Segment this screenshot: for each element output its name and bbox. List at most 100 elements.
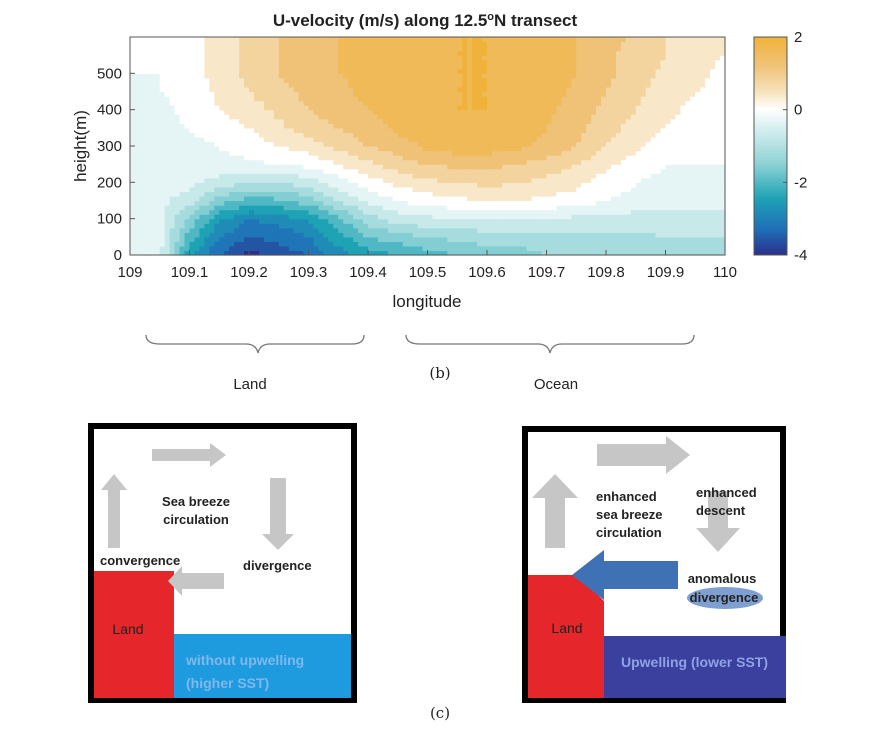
contour-cell bbox=[412, 223, 419, 229]
contour-cell bbox=[655, 146, 662, 152]
contour-cell bbox=[194, 214, 201, 220]
contour-cell bbox=[586, 164, 592, 170]
contour-cell bbox=[407, 155, 414, 161]
contour-cell bbox=[214, 96, 220, 102]
contour-cell bbox=[467, 73, 473, 79]
contour-cell bbox=[318, 182, 324, 188]
contour-cell bbox=[615, 159, 622, 165]
contour-cell bbox=[482, 191, 488, 197]
contour-cell bbox=[258, 73, 265, 79]
contour-cell bbox=[541, 214, 548, 220]
contour-cell bbox=[328, 200, 334, 206]
contour-cell bbox=[134, 82, 141, 88]
contour-cell bbox=[402, 146, 409, 152]
contour-cell bbox=[442, 105, 448, 111]
contour-cell bbox=[293, 214, 300, 220]
contour-cell bbox=[526, 91, 533, 97]
contour-cell bbox=[417, 223, 424, 229]
contour-cell bbox=[665, 105, 672, 111]
contour-cell bbox=[705, 209, 711, 215]
contour-cell bbox=[417, 241, 424, 247]
contour-cell bbox=[541, 68, 548, 74]
contour-cell bbox=[244, 164, 250, 170]
contour-cell bbox=[204, 91, 210, 97]
contour-cell bbox=[298, 200, 305, 206]
contour-cell bbox=[680, 136, 686, 143]
contour-cell bbox=[715, 250, 721, 256]
contour-cell bbox=[437, 114, 443, 120]
contour-cell bbox=[318, 132, 324, 138]
contour-cell bbox=[164, 123, 171, 129]
contour-cell bbox=[472, 177, 478, 183]
contour-cell bbox=[452, 227, 458, 233]
contour-cell bbox=[571, 109, 577, 115]
contour-cell bbox=[204, 82, 210, 88]
contour-cell bbox=[635, 100, 642, 106]
contour-cell bbox=[670, 168, 677, 174]
contour-cell bbox=[234, 73, 240, 79]
contour-cell bbox=[244, 159, 250, 165]
contour-cell bbox=[536, 109, 543, 115]
contour-cell bbox=[447, 195, 453, 202]
contour-cell bbox=[690, 159, 696, 165]
contour-cell bbox=[253, 245, 260, 252]
contour-cell bbox=[720, 164, 726, 170]
contour-cell bbox=[452, 200, 458, 206]
contour-cell bbox=[194, 64, 201, 70]
contour-cell bbox=[630, 82, 637, 88]
contour-cell bbox=[610, 164, 617, 170]
contour-cell bbox=[576, 146, 582, 152]
contour-cell bbox=[482, 64, 488, 70]
contour-cell bbox=[655, 91, 662, 97]
contour-cell bbox=[536, 91, 543, 97]
contour-cell bbox=[263, 241, 270, 247]
contour-cell bbox=[551, 82, 558, 88]
contour-cell bbox=[610, 114, 617, 120]
contour-cell bbox=[338, 241, 344, 247]
contour-cell bbox=[640, 82, 647, 88]
contour-cell bbox=[467, 186, 473, 193]
contour-cell bbox=[561, 236, 567, 242]
contour-cell bbox=[516, 177, 523, 183]
contour-cell bbox=[606, 132, 612, 138]
contour-cell bbox=[288, 182, 295, 188]
contour-cell bbox=[149, 159, 156, 165]
contour-cell bbox=[695, 182, 701, 188]
contour-cell bbox=[556, 209, 562, 215]
contour-cell bbox=[368, 91, 374, 97]
contour-cell bbox=[596, 132, 602, 138]
contour-cell bbox=[640, 77, 647, 84]
contour-cell bbox=[606, 105, 612, 111]
contour-cell bbox=[561, 186, 567, 193]
contour-cell bbox=[670, 241, 677, 247]
contour-cell bbox=[333, 146, 339, 152]
contour-cell bbox=[273, 209, 280, 215]
contour-cell bbox=[511, 250, 518, 256]
contour-cell bbox=[610, 109, 617, 115]
contour-cell bbox=[407, 64, 414, 70]
contour-cell bbox=[244, 191, 250, 197]
contour-cell bbox=[442, 195, 448, 202]
contour-cell bbox=[204, 227, 210, 233]
contour-cell bbox=[640, 223, 647, 229]
contour-cell bbox=[506, 82, 513, 88]
contour-cell bbox=[387, 214, 394, 220]
contour-cell bbox=[422, 114, 429, 120]
contour-cell bbox=[189, 64, 196, 70]
contour-cell bbox=[377, 159, 384, 165]
contour-cell bbox=[630, 245, 637, 252]
contour-cell bbox=[313, 86, 320, 93]
contour-cell bbox=[705, 200, 711, 206]
contour-cell bbox=[387, 245, 394, 252]
contour-cell bbox=[685, 114, 691, 120]
contour-cell bbox=[521, 73, 528, 79]
contour-cell bbox=[417, 109, 424, 115]
contour-cell bbox=[343, 186, 349, 193]
contour-cell bbox=[427, 214, 434, 220]
contour-cell bbox=[313, 214, 320, 220]
contour-cell bbox=[536, 86, 543, 93]
contour-cell bbox=[179, 186, 186, 193]
contour-cell bbox=[253, 68, 260, 74]
contour-cell bbox=[417, 173, 424, 179]
contour-cell bbox=[407, 227, 414, 233]
